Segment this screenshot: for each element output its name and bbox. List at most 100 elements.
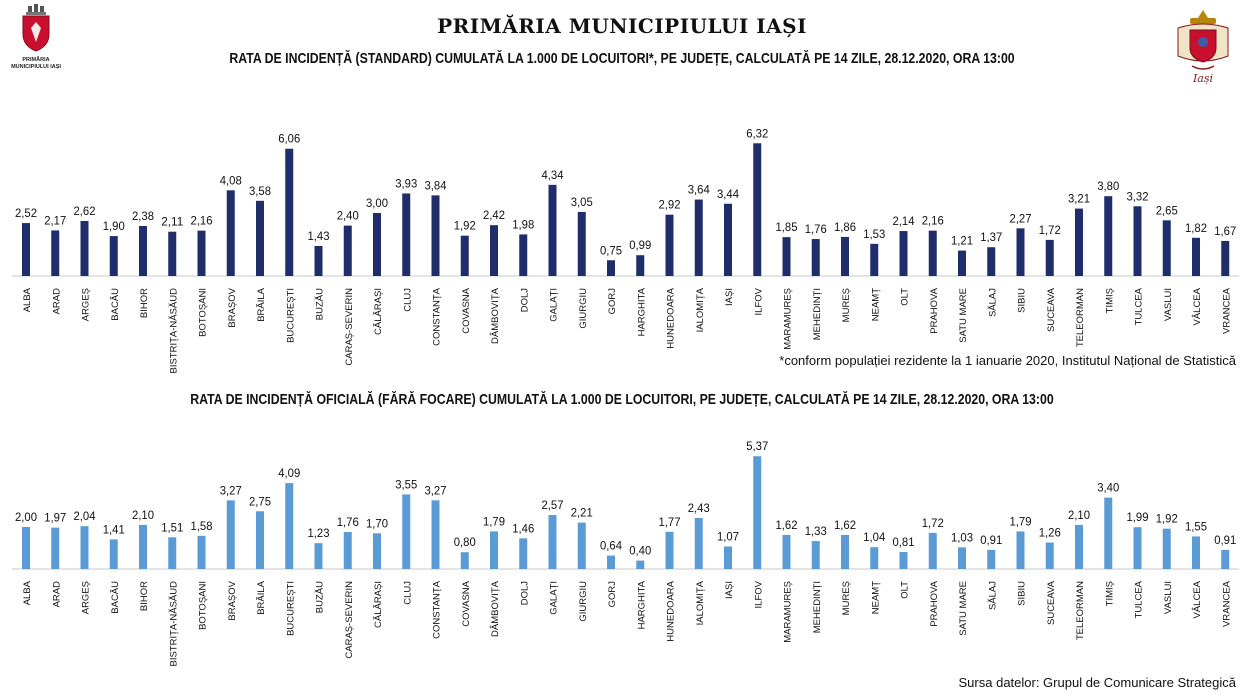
category-label: NEAMȚ bbox=[870, 288, 881, 321]
bar-tulcea bbox=[1133, 206, 1142, 276]
bar-călărași bbox=[373, 213, 381, 276]
data-label: 2,57 bbox=[542, 498, 564, 512]
data-label: 3,64 bbox=[688, 183, 710, 197]
bar-brăila bbox=[256, 200, 264, 276]
data-label: 0,91 bbox=[980, 533, 1002, 547]
category-label: CARAȘ-SEVERIN bbox=[344, 581, 355, 659]
category-label: BISTRIȚA-NĂSĂUD bbox=[168, 581, 179, 667]
bar-bacău bbox=[109, 539, 118, 569]
data-label: 2,10 bbox=[132, 508, 154, 522]
bar-timiș bbox=[1104, 497, 1113, 569]
category-label: BOTOȘANI bbox=[198, 581, 209, 630]
bar-alba bbox=[22, 527, 30, 569]
category-label: VÂLCEA bbox=[1192, 287, 1203, 325]
bar-sibiu bbox=[1016, 531, 1025, 569]
category-label: BUZĂU bbox=[315, 581, 326, 613]
category-label: CLUJ bbox=[402, 288, 413, 312]
data-label: 6,06 bbox=[278, 132, 300, 146]
category-label: OLT bbox=[900, 581, 911, 599]
data-label: 3,05 bbox=[571, 195, 593, 209]
data-label: 1,79 bbox=[483, 514, 505, 528]
data-label: 1,72 bbox=[1039, 223, 1061, 237]
bar-bacău bbox=[109, 236, 118, 276]
data-label: 2,62 bbox=[74, 204, 96, 218]
chart2-title: RATA DE INCIDENȚĂ OFICIALĂ (FĂRĂ FOCARE)… bbox=[190, 391, 1054, 408]
bar-dâmbovița bbox=[490, 225, 498, 276]
bar-timiș bbox=[1104, 196, 1113, 276]
bar-neamț bbox=[870, 243, 879, 276]
data-label: 1,51 bbox=[161, 520, 183, 534]
data-label: 1,98 bbox=[512, 217, 534, 231]
bar-harghita bbox=[636, 560, 645, 569]
category-label: CONSTANȚA bbox=[432, 287, 443, 346]
svg-text:Iași: Iași bbox=[1192, 72, 1213, 85]
category-label: DÂMBOVIȚA bbox=[490, 287, 501, 344]
data-label: 2,75 bbox=[249, 494, 271, 508]
data-label: 2,43 bbox=[688, 501, 710, 515]
category-label: HUNEDOARA bbox=[666, 580, 677, 641]
data-label: 6,32 bbox=[746, 126, 768, 140]
bar-vrancea bbox=[1221, 549, 1230, 569]
data-label: 1,99 bbox=[1127, 510, 1149, 524]
data-label: 2,14 bbox=[893, 214, 915, 228]
category-label: GIURGIU bbox=[578, 581, 589, 622]
data-label: 1,86 bbox=[834, 220, 856, 234]
data-label: 3,00 bbox=[366, 196, 388, 210]
data-label: 1,55 bbox=[1185, 519, 1207, 533]
bar-giurgiu bbox=[577, 522, 586, 569]
data-label: 1,79 bbox=[1010, 514, 1032, 528]
category-label: VRANCEA bbox=[1221, 287, 1232, 334]
bar-suceava bbox=[1045, 239, 1054, 276]
data-label: 3,58 bbox=[249, 184, 271, 198]
data-label: 2,38 bbox=[132, 209, 154, 223]
data-label: 2,21 bbox=[571, 506, 593, 520]
category-label: VASLUI bbox=[1163, 288, 1174, 321]
data-label: 1,67 bbox=[1214, 224, 1236, 238]
bar-brăila bbox=[256, 511, 264, 569]
data-label: 1,53 bbox=[863, 227, 885, 241]
category-label: BRAȘOV bbox=[227, 580, 238, 620]
bar-vrancea bbox=[1221, 240, 1230, 276]
category-label: HARGHITA bbox=[636, 287, 647, 336]
data-label: 1,90 bbox=[103, 219, 125, 233]
data-label: 3,93 bbox=[395, 176, 417, 190]
bar-buzău bbox=[314, 245, 323, 276]
category-label: ARGEȘ bbox=[81, 581, 92, 614]
data-label: 4,34 bbox=[542, 168, 564, 182]
category-label: CĂLĂRAȘI bbox=[373, 581, 384, 628]
category-label: SUCEAVA bbox=[1046, 287, 1057, 332]
data-label: 2,40 bbox=[337, 209, 359, 223]
category-label: BACĂU bbox=[110, 581, 121, 614]
category-label: SIBIU bbox=[1017, 288, 1028, 313]
bar-satu-mare bbox=[958, 547, 966, 569]
bar-ilfov bbox=[753, 456, 762, 569]
bar-galați bbox=[548, 515, 557, 569]
category-label: ALBA bbox=[22, 287, 33, 312]
coat-of-arms-icon: Iași bbox=[1177, 10, 1229, 85]
data-label: 1,58 bbox=[191, 519, 213, 533]
bar-iași bbox=[724, 546, 732, 569]
bar-suceava bbox=[1045, 542, 1054, 569]
data-label: 4,08 bbox=[220, 173, 242, 187]
category-label: BRAȘOV bbox=[227, 287, 238, 327]
data-label: 2,17 bbox=[44, 213, 66, 227]
data-label: 3,21 bbox=[1068, 192, 1090, 206]
data-label: 1,23 bbox=[308, 526, 330, 540]
logo-caption: PRIMĂRIA MUNICIPIULUI IAȘI bbox=[11, 57, 61, 70]
bar-ialomița bbox=[694, 517, 703, 569]
bar-cluj bbox=[402, 193, 411, 276]
data-label: 3,44 bbox=[717, 187, 739, 201]
bar-bistrița-năsăud bbox=[168, 537, 177, 569]
category-label: DOLJ bbox=[519, 288, 530, 313]
bar-satu-mare bbox=[958, 250, 966, 276]
category-label: BACĂU bbox=[110, 288, 121, 321]
bar-constanța bbox=[431, 500, 440, 569]
bar-buzău bbox=[314, 543, 323, 569]
category-label: BOTOȘANI bbox=[198, 288, 209, 337]
data-label: 1,62 bbox=[834, 518, 856, 532]
category-label: ARAD bbox=[51, 581, 62, 608]
bar-prahova bbox=[928, 532, 937, 569]
category-label: TELEORMAN bbox=[1075, 581, 1086, 640]
category-label: MUREȘ bbox=[841, 288, 852, 322]
category-label: TIMIȘ bbox=[1104, 288, 1115, 313]
